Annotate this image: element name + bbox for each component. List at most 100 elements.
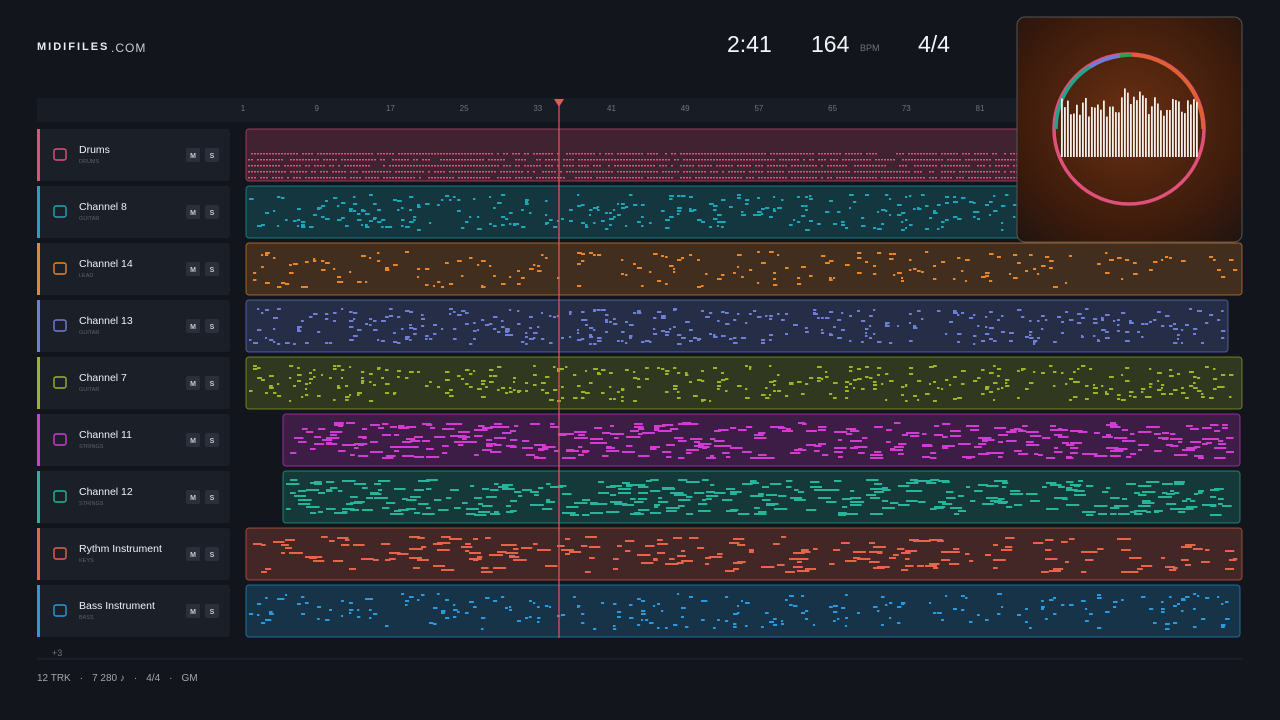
level-bar — [1079, 114, 1081, 157]
note — [767, 165, 769, 167]
note — [913, 325, 917, 327]
mute-label[interactable]: M — [190, 552, 196, 559]
mute-label[interactable]: M — [190, 267, 196, 274]
note — [557, 277, 560, 279]
note — [431, 153, 433, 155]
note — [990, 452, 1004, 454]
level-bar — [1160, 110, 1162, 157]
note — [761, 566, 775, 568]
note — [457, 611, 460, 613]
track-lane[interactable] — [245, 242, 1243, 296]
solo-button[interactable] — [205, 547, 219, 561]
note — [422, 165, 424, 167]
note — [1105, 272, 1110, 274]
note — [875, 159, 877, 161]
note — [500, 171, 502, 173]
mute-label[interactable]: M — [190, 153, 196, 160]
mute-label[interactable]: M — [190, 609, 196, 616]
note — [356, 171, 358, 173]
note — [1217, 319, 1221, 321]
note — [677, 159, 679, 161]
note — [1149, 383, 1153, 385]
note — [997, 388, 1000, 390]
note — [482, 171, 484, 173]
note — [671, 165, 673, 167]
mute-button[interactable] — [186, 205, 200, 219]
note — [770, 483, 782, 485]
note — [899, 153, 901, 155]
solo-button[interactable] — [205, 205, 219, 219]
note — [803, 171, 805, 173]
solo-label[interactable]: S — [210, 552, 215, 559]
ruler-label: 9 — [314, 104, 319, 113]
note — [752, 177, 754, 179]
note — [1189, 308, 1193, 310]
note — [605, 228, 609, 230]
solo-button[interactable] — [205, 604, 219, 618]
mute-label[interactable]: M — [190, 210, 196, 217]
note — [416, 153, 418, 155]
note — [838, 514, 847, 516]
note — [806, 165, 808, 167]
solo-button[interactable] — [205, 319, 219, 333]
mute-button[interactable] — [186, 433, 200, 447]
note — [545, 605, 549, 607]
track-header — [37, 186, 230, 238]
solo-label[interactable]: S — [210, 381, 215, 388]
mute-button[interactable] — [186, 604, 200, 618]
solo-label[interactable]: S — [210, 324, 215, 331]
mute-button[interactable] — [186, 319, 200, 333]
note — [625, 369, 629, 371]
solo-label[interactable]: S — [210, 210, 215, 217]
track-lane[interactable] — [245, 356, 1243, 410]
solo-label[interactable]: S — [210, 609, 215, 616]
note — [709, 203, 714, 205]
note — [770, 165, 772, 167]
note — [458, 171, 460, 173]
note — [773, 543, 780, 545]
more-tracks[interactable]: +3 — [52, 648, 63, 658]
note — [284, 165, 286, 167]
mute-button[interactable] — [186, 148, 200, 162]
track-lane[interactable] — [245, 584, 1241, 638]
note — [297, 330, 302, 332]
note — [261, 224, 265, 226]
note — [545, 223, 548, 225]
note — [817, 377, 822, 379]
solo-button[interactable] — [205, 490, 219, 504]
note — [382, 507, 390, 509]
solo-button[interactable] — [205, 376, 219, 390]
note — [869, 171, 871, 173]
mute-button[interactable] — [186, 376, 200, 390]
note — [809, 171, 811, 173]
ruler-label: 33 — [533, 104, 542, 113]
mute-label[interactable]: M — [190, 381, 196, 388]
solo-label[interactable]: S — [210, 438, 215, 445]
mute-button[interactable] — [186, 262, 200, 276]
playhead-handle[interactable] — [554, 99, 564, 107]
mute-button[interactable] — [186, 490, 200, 504]
note — [1121, 312, 1126, 314]
note — [947, 159, 949, 161]
track-kind: LEAD — [79, 273, 93, 279]
solo-button[interactable] — [205, 262, 219, 276]
note — [461, 378, 464, 380]
note — [845, 177, 847, 179]
mute-label[interactable]: M — [190, 438, 196, 445]
note — [341, 202, 346, 204]
solo-label[interactable]: S — [210, 267, 215, 274]
note — [263, 153, 265, 155]
solo-label[interactable]: S — [210, 153, 215, 160]
note — [332, 165, 334, 167]
mute-label[interactable]: M — [190, 324, 196, 331]
solo-button[interactable] — [205, 148, 219, 162]
solo-button[interactable] — [205, 433, 219, 447]
mute-button[interactable] — [186, 547, 200, 561]
solo-label[interactable]: S — [210, 495, 215, 502]
note — [812, 159, 814, 161]
note — [1181, 546, 1193, 548]
note — [513, 559, 527, 561]
note — [966, 425, 980, 427]
track-lane[interactable] — [245, 299, 1229, 353]
mute-label[interactable]: M — [190, 495, 196, 502]
